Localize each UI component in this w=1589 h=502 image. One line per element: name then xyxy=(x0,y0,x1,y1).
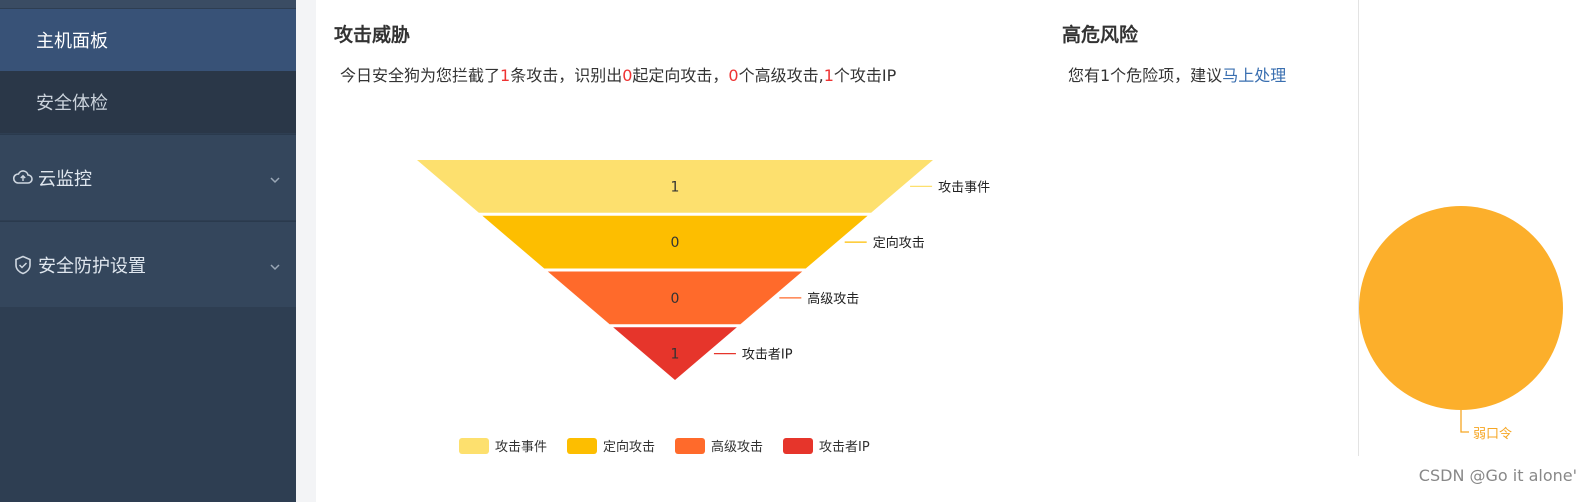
pie-slice xyxy=(1359,206,1563,410)
sidebar-item-label: 安全体检 xyxy=(36,93,108,114)
summary-text: 起定向攻击， xyxy=(632,66,729,85)
sidebar-item-host-panel[interactable]: 主机面板 xyxy=(0,9,296,71)
funnel-value-label: 1 xyxy=(671,347,680,363)
funnel-category-label: 攻击事件 xyxy=(938,180,990,195)
chevron-down-icon xyxy=(268,258,282,272)
risk-pie-chart: 弱口令 xyxy=(1359,206,1563,442)
cloud-icon xyxy=(12,167,34,189)
chevron-down-icon xyxy=(268,171,282,185)
funnel-segment xyxy=(482,215,868,269)
sidebar-item-security-check[interactable]: 安全体检 xyxy=(0,71,296,133)
legend-swatch[interactable] xyxy=(783,438,813,454)
panel-divider xyxy=(1358,0,1359,456)
sidebar: 主机面板 安全体检 云监控 安全防护设置 xyxy=(0,0,296,502)
watermark: CSDN @Go it alone' xyxy=(1418,466,1577,485)
attack-ip-count: 1 xyxy=(823,66,834,85)
attack-summary: 今日安全狗为您拦截了1条攻击，识别出0起定向攻击，0个高级攻击,1个攻击IP xyxy=(340,62,896,86)
funnel-value-label: 1 xyxy=(671,179,680,195)
sidebar-item-label: 主机面板 xyxy=(36,31,108,52)
legend-label[interactable]: 定向攻击 xyxy=(603,439,655,455)
targeted-count: 0 xyxy=(622,66,633,85)
high-risk-title: 高危风险 xyxy=(1062,24,1139,46)
legend-label[interactable]: 高级攻击 xyxy=(711,439,763,455)
funnel-category-label: 定向攻击 xyxy=(873,235,925,251)
summary-text: 个高级攻击, xyxy=(738,66,824,85)
sidebar-group-cloud-monitor[interactable]: 云监控 xyxy=(0,134,296,220)
sidebar-item-label: 安全防护设置 xyxy=(38,255,146,277)
handle-now-link[interactable]: 马上处理 xyxy=(1222,66,1287,85)
main-content: 攻击威胁 今日安全狗为您拦截了1条攻击，识别出0起定向攻击，0个高级攻击,1个攻… xyxy=(316,0,1589,502)
funnel-category-label: 高级攻击 xyxy=(807,291,859,307)
funnel-category-label: 攻击者IP xyxy=(742,348,793,363)
legend-label[interactable]: 攻击事件 xyxy=(495,440,547,455)
funnel-value-label: 0 xyxy=(671,291,680,307)
shield-icon xyxy=(12,254,34,276)
sidebar-top-strip xyxy=(0,0,296,8)
legend-swatch[interactable] xyxy=(675,438,705,454)
summary-text: 条攻击，识别出 xyxy=(510,66,623,85)
pie-slice-label: 弱口令 xyxy=(1473,427,1512,442)
legend-label[interactable]: 攻击者IP xyxy=(819,440,870,455)
sidebar-item-label: 云监控 xyxy=(38,168,92,190)
funnel-segment xyxy=(417,160,933,213)
summary-text: 今日安全狗为您拦截了 xyxy=(340,66,501,85)
blocked-count: 1 xyxy=(500,66,511,85)
attack-threat-title: 攻击威胁 xyxy=(334,24,411,46)
sidebar-group-security-settings[interactable]: 安全防护设置 xyxy=(0,221,296,307)
legend-swatch[interactable] xyxy=(567,438,597,454)
risk-summary: 您有1个危险项，建议马上处理 xyxy=(1068,62,1286,86)
risk-summary-text: 您有1个危险项，建议 xyxy=(1068,66,1223,85)
funnel-value-label: 0 xyxy=(671,235,680,251)
funnel-segment xyxy=(547,271,803,325)
funnel-segment xyxy=(613,327,737,380)
summary-text: 个攻击IP xyxy=(833,66,897,85)
legend-swatch[interactable] xyxy=(459,438,489,454)
pie-label-line xyxy=(1460,410,1469,433)
advanced-count: 0 xyxy=(728,66,739,85)
